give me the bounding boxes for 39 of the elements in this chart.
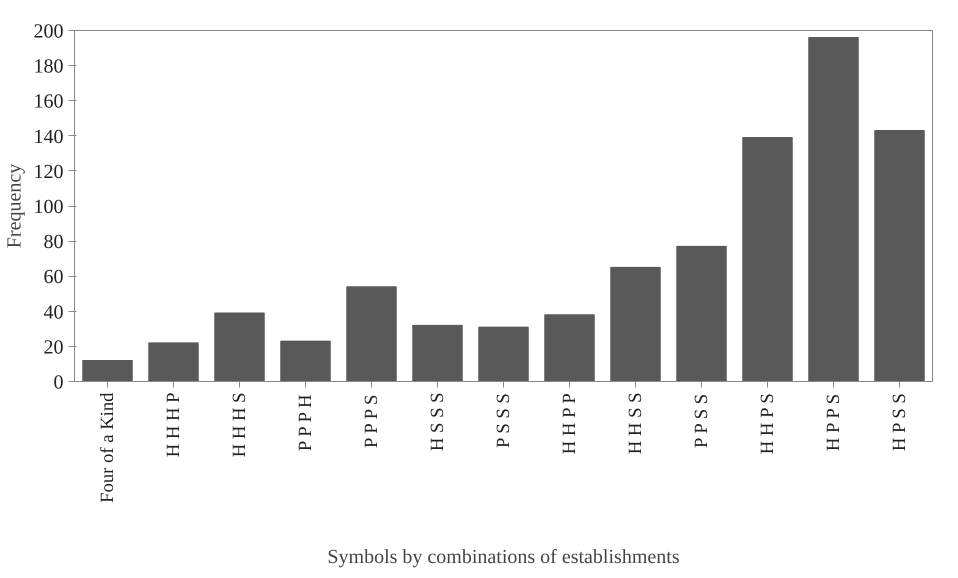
bar (478, 326, 529, 382)
x-tick-label: P P S S (691, 394, 712, 448)
bar (676, 246, 727, 382)
bar (874, 130, 925, 382)
x-tick-label: P P P H (295, 394, 316, 452)
y-tick-label: 100 (34, 196, 64, 218)
x-tick-label: H H P S (757, 393, 778, 454)
y-tick-label: 60 (44, 266, 64, 288)
x-tick-label: H H P P (559, 393, 580, 454)
y-tick-label: 200 (34, 20, 64, 42)
x-tick-label: H S S S (427, 392, 448, 452)
bar (412, 324, 463, 382)
y-tick-label: 120 (34, 160, 64, 183)
y-tick-label: 160 (34, 90, 64, 113)
x-tick-label: P P P S (361, 394, 382, 448)
y-tick-label: 0 (54, 372, 64, 394)
y-tick-label: 80 (44, 231, 64, 254)
bar (610, 266, 661, 382)
x-tick-label: H H H S (229, 392, 250, 458)
y-tick-label: 180 (34, 56, 64, 78)
x-tick-label: H P P S (823, 394, 844, 452)
bar (808, 37, 859, 382)
bar (82, 360, 133, 382)
x-axis-title: Symbols by combinations of establishments (327, 546, 680, 568)
bar (280, 340, 331, 382)
bar (148, 342, 199, 382)
x-tick-label: H P S S (889, 393, 910, 452)
bar (346, 286, 397, 382)
bar (214, 312, 265, 382)
y-tick-label: 20 (44, 336, 64, 358)
y-axis-title: Frequency (4, 164, 26, 248)
bar (544, 314, 595, 382)
x-tick-label: Four of a Kind (97, 392, 118, 503)
x-tick-label: H H H P (163, 392, 184, 458)
bar (742, 137, 793, 382)
x-tick-label: H H S S (625, 392, 646, 454)
x-tick-label: P S S S (493, 393, 514, 448)
y-tick-label: 140 (34, 126, 64, 148)
y-tick-label: 40 (44, 301, 64, 324)
